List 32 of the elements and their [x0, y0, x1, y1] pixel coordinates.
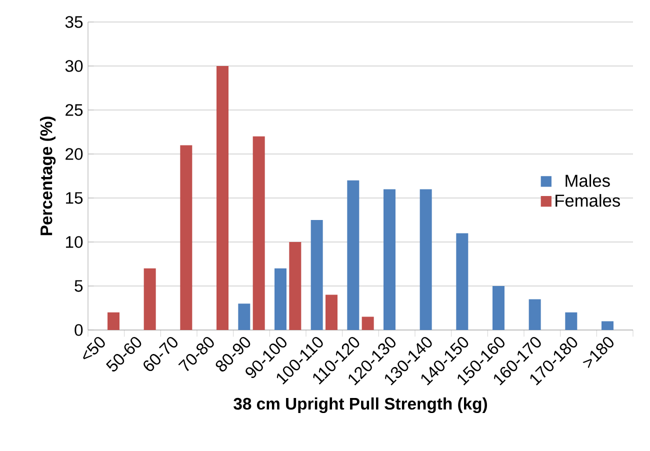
- bar: [310, 220, 323, 330]
- y-tick-label: 5: [74, 280, 83, 292]
- bar: [565, 312, 578, 330]
- y-axis-title: Percentage (%): [40, 116, 56, 236]
- bar: [144, 268, 156, 330]
- bar: [180, 145, 192, 330]
- bar: [274, 268, 286, 330]
- bar: [602, 321, 614, 330]
- legend-label: Males: [566, 174, 610, 187]
- y-tick-label: 25: [66, 104, 83, 116]
- x-tick-label: <50: [83, 336, 105, 360]
- bar: [362, 316, 374, 330]
- bar: [216, 66, 229, 330]
- y-tick-label: 10: [66, 236, 83, 248]
- bar: [528, 299, 541, 330]
- bar: [108, 312, 120, 330]
- bar: [420, 189, 432, 330]
- y-tick-label: 30: [65, 60, 83, 72]
- bar: [252, 136, 265, 330]
- bar: [289, 242, 302, 330]
- bar: [238, 304, 250, 330]
- y-tick-label: 35: [65, 16, 83, 28]
- y-tick-label: 15: [66, 192, 83, 204]
- x-axis-title: 38 cm Upright Pull Strength (kg): [234, 397, 487, 414]
- bar: [384, 189, 396, 330]
- bar: [492, 286, 504, 330]
- legend-label: Females: [556, 194, 620, 207]
- bar: [456, 233, 468, 330]
- y-tick-label: 20: [66, 148, 83, 160]
- y-tick-label: 0: [74, 324, 83, 336]
- bar: [347, 180, 360, 330]
- bar: [326, 294, 338, 330]
